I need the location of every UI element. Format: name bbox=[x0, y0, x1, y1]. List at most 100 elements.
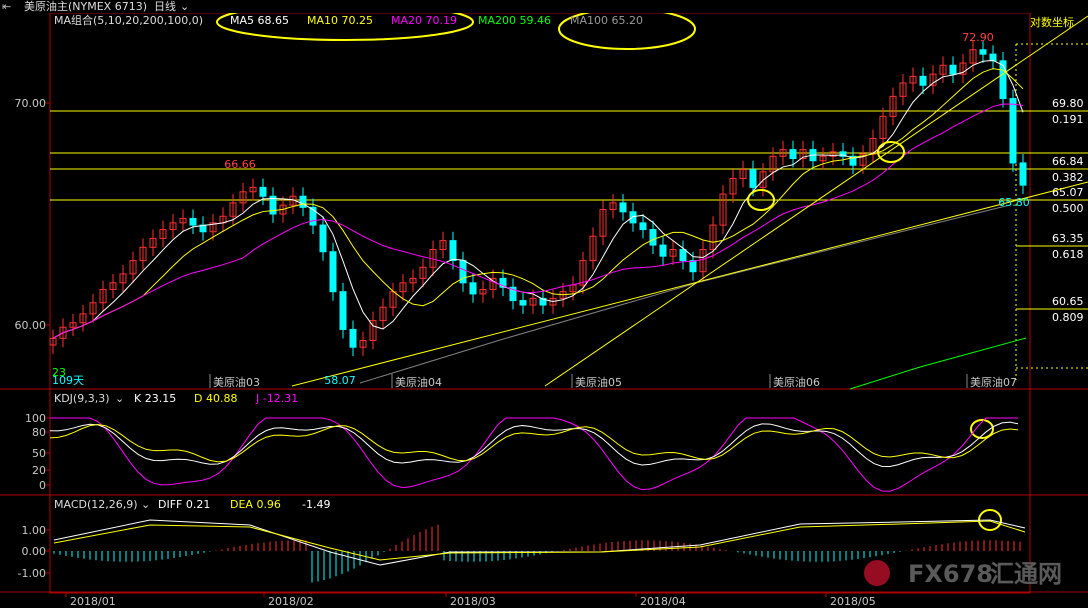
highlight-circle bbox=[877, 141, 905, 163]
candle-body bbox=[379, 306, 387, 322]
candle-body bbox=[819, 155, 827, 162]
candle-body bbox=[659, 244, 667, 257]
fib-price-label: 66.84 bbox=[1052, 155, 1084, 168]
kdj-axis-tick: 100 bbox=[25, 412, 46, 425]
contract-label: 美原油03 bbox=[213, 375, 260, 389]
ma20-value: MA20 70.19 bbox=[391, 14, 457, 27]
candle-body bbox=[479, 288, 487, 295]
candle-body bbox=[969, 49, 977, 64]
kdj-j-value: J -12.31 bbox=[256, 392, 299, 405]
ma20-line bbox=[52, 103, 1024, 339]
candle-body bbox=[929, 73, 937, 86]
candle-body bbox=[139, 246, 147, 262]
candle-body bbox=[539, 297, 547, 306]
candle-body bbox=[229, 202, 237, 217]
candle-body bbox=[89, 302, 97, 315]
log-scale-toggle[interactable]: 对数坐标 bbox=[1030, 16, 1074, 29]
macd-label[interactable]: MACD(12,26,9) bbox=[54, 498, 138, 511]
candle-body bbox=[519, 300, 527, 306]
kdj-j-line bbox=[50, 417, 1018, 492]
candle-body bbox=[669, 249, 677, 257]
ma5-line bbox=[52, 59, 1024, 339]
candle-body bbox=[129, 260, 137, 275]
kdj-label[interactable]: KDJ(9,3,3) bbox=[54, 392, 110, 405]
candle-body bbox=[529, 297, 537, 306]
trend-line bbox=[291, 181, 1088, 387]
candle-body bbox=[799, 149, 807, 159]
candle-body bbox=[449, 240, 457, 262]
fib-ratio-label: 0.500 bbox=[1052, 202, 1084, 215]
date-axis-label: 2018/02 bbox=[268, 595, 314, 608]
chevron-down-icon[interactable]: ⌄ bbox=[115, 392, 125, 405]
watermark-subtext: 汇通网 bbox=[990, 560, 1062, 588]
watermark-logo-icon bbox=[864, 560, 890, 586]
candle-body bbox=[899, 82, 907, 97]
candle-body bbox=[839, 151, 847, 157]
fib-price-label: 63.35 bbox=[1052, 232, 1084, 245]
ma200-line bbox=[849, 337, 1027, 390]
candle-body bbox=[1009, 98, 1017, 164]
candle-body bbox=[639, 222, 647, 231]
ma5-value: MA5 68.65 bbox=[230, 14, 290, 27]
candle-body bbox=[699, 249, 707, 273]
title-bar: ⇤ 美原油主(NYMEX 6713) 日线 ⌄ bbox=[0, 0, 1088, 13]
kdj-axis-tick: 20 bbox=[32, 464, 46, 477]
macd-axis-tick: -1.00 bbox=[18, 567, 46, 580]
candle-body bbox=[579, 260, 587, 286]
candle-body bbox=[439, 240, 447, 251]
fib-ratio-label: 0.809 bbox=[1052, 311, 1084, 324]
candle-body bbox=[789, 149, 797, 159]
candle-body bbox=[609, 202, 617, 211]
price-axis-tick: 70.00 bbox=[15, 97, 47, 110]
macd-value: -1.49 bbox=[302, 498, 331, 511]
date-axis-label: 2018/03 bbox=[450, 595, 496, 608]
date-axis-label: 2018/04 bbox=[640, 595, 686, 608]
ma-group-label[interactable]: MA组合(5,10,20,200,100,0) bbox=[54, 14, 204, 27]
candle-body bbox=[719, 193, 727, 226]
kdj-k-value: K 23.15 bbox=[134, 392, 177, 405]
price-axis-tick: 60.00 bbox=[15, 319, 47, 332]
fib-price-label: 65.07 bbox=[1052, 186, 1084, 199]
candle-body bbox=[359, 340, 367, 348]
contract-label: 美原油04 bbox=[395, 375, 442, 389]
fib-price-label: 69.80 bbox=[1052, 97, 1084, 110]
candle-body bbox=[629, 211, 637, 224]
kdj-axis-tick: 80 bbox=[32, 426, 46, 439]
period-selector[interactable]: 日线 bbox=[154, 0, 176, 13]
candle-body bbox=[599, 209, 607, 237]
candle-body bbox=[469, 282, 477, 295]
candle-body bbox=[269, 195, 277, 215]
candle-body bbox=[499, 277, 507, 288]
chevron-down-icon[interactable]: ⌄ bbox=[141, 498, 151, 511]
back-icon[interactable]: ⇤ bbox=[2, 0, 12, 13]
candle-body bbox=[159, 229, 167, 239]
date-axis-label: 2018/01 bbox=[70, 595, 116, 608]
window-title: 美原油主(NYMEX 6713) bbox=[24, 0, 147, 13]
candle-body bbox=[1019, 162, 1027, 186]
candle-body bbox=[849, 155, 857, 166]
candle-body bbox=[829, 151, 837, 157]
ma10-value: MA10 70.25 bbox=[307, 14, 373, 27]
candle-body bbox=[649, 229, 657, 246]
kdj-axis-tick: 0 bbox=[39, 479, 46, 492]
candle-body bbox=[489, 277, 497, 290]
kdj-d-line bbox=[49, 424, 1019, 463]
candle-body bbox=[689, 260, 697, 273]
candle-body bbox=[939, 64, 947, 75]
candle-body bbox=[179, 217, 187, 224]
candle-body bbox=[589, 235, 597, 262]
candle-body bbox=[679, 249, 687, 262]
candle-body bbox=[109, 282, 117, 290]
date-axis-label: 2018/05 bbox=[830, 595, 876, 608]
candle-body bbox=[319, 224, 327, 253]
macd-dea-line bbox=[53, 520, 1026, 561]
contract-label: 美原油06 bbox=[773, 375, 820, 389]
macd-axis-tick: 1.00 bbox=[22, 524, 47, 537]
candle-body bbox=[249, 186, 257, 193]
candle-body bbox=[709, 224, 717, 251]
candle-body bbox=[919, 75, 927, 86]
chevron-down-icon[interactable]: ⌄ bbox=[180, 0, 190, 13]
ma100-line bbox=[359, 204, 1011, 384]
candle-body bbox=[309, 206, 317, 226]
